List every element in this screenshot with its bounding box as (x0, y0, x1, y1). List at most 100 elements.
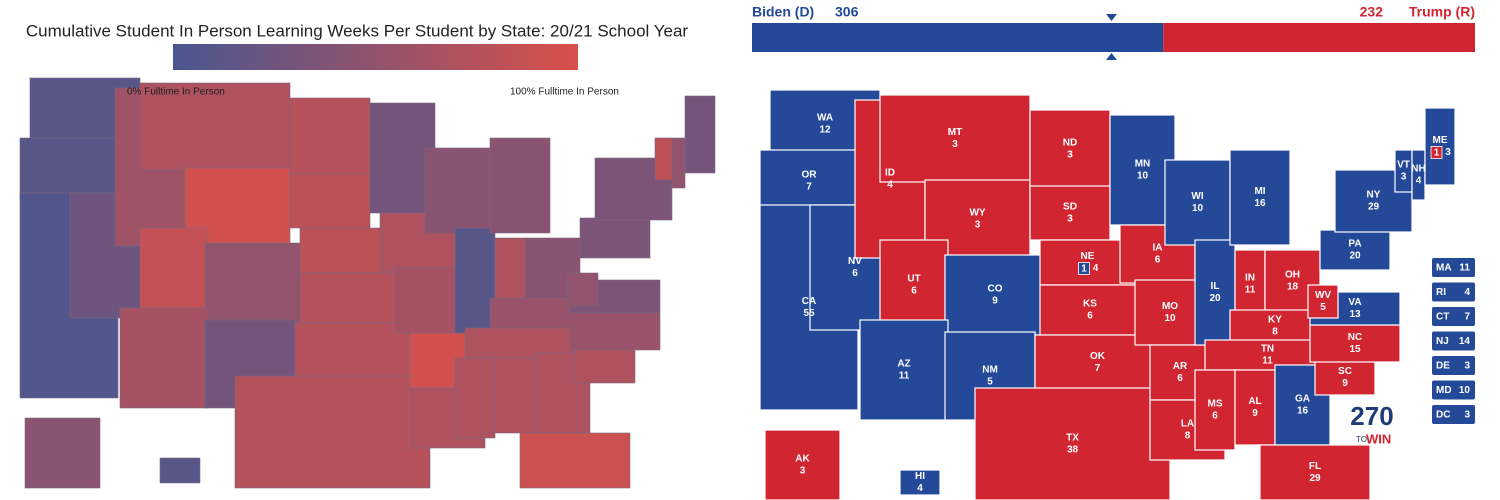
state (899, 469, 941, 496)
state (119, 307, 209, 409)
state-abbr: NH (1411, 164, 1425, 175)
trump-bar (1163, 23, 1475, 52)
state-votes: 3 (1067, 214, 1073, 225)
state-votes: 5 (987, 377, 993, 388)
state (24, 417, 101, 489)
small-state (1432, 307, 1475, 326)
legend-min-label: 0% Fulltime In Person (127, 87, 225, 98)
state-votes: 10 (1164, 313, 1176, 324)
state-abbr: NE (1081, 251, 1095, 262)
biden-bar (752, 23, 1164, 52)
small-state-abbr: DC (1436, 410, 1450, 421)
state (579, 217, 651, 259)
state (394, 267, 466, 334)
state-abbr: NV (848, 256, 862, 267)
state-abbr: NC (1348, 332, 1362, 343)
state-abbr: IN (1245, 273, 1255, 284)
state (1029, 185, 1111, 241)
state-votes: 3 (1445, 147, 1451, 158)
state-votes: 55 (803, 308, 815, 319)
trump-votes: 232 (1360, 4, 1384, 20)
state (1194, 369, 1236, 451)
state-votes: 38 (1067, 445, 1079, 456)
state-votes: 6 (1212, 411, 1218, 422)
state-abbr: IL (1211, 281, 1220, 292)
state (1259, 444, 1371, 500)
state-abbr: ME (1433, 135, 1448, 146)
state-votes: 29 (1368, 202, 1380, 213)
state-votes: 20 (1209, 293, 1221, 304)
state-abbr: OR (802, 170, 818, 181)
state (567, 272, 599, 307)
state (369, 102, 436, 214)
small-state-abbr: CT (1436, 312, 1449, 323)
state (494, 357, 536, 434)
state (1109, 114, 1176, 226)
state-votes: 6 (911, 286, 917, 297)
small-state-votes: 7 (1464, 312, 1470, 323)
state (19, 137, 119, 201)
state-abbr: SC (1338, 366, 1352, 377)
state-votes: 3 (975, 220, 981, 231)
state-abbr: MS (1208, 399, 1223, 410)
state-votes: 3 (952, 139, 958, 150)
state (489, 297, 581, 331)
state-votes: 4 (887, 180, 893, 191)
state-abbr: AZ (897, 359, 910, 370)
state (1194, 239, 1236, 346)
split-box (1430, 146, 1443, 159)
small-state (1432, 380, 1475, 400)
state-abbr: PA (1348, 239, 1361, 250)
state-votes: 12 (819, 125, 831, 136)
state (1134, 279, 1206, 346)
state (489, 137, 551, 234)
small-state-votes: 14 (1459, 336, 1471, 347)
state (424, 147, 491, 234)
state-votes: 9 (992, 296, 998, 307)
legend-gradient (173, 44, 578, 70)
state (1234, 369, 1276, 446)
state-votes: 4 (1093, 263, 1099, 274)
state-abbr: MO (1162, 301, 1178, 312)
state-abbr: ND (1063, 138, 1077, 149)
state-votes: 4 (917, 483, 923, 494)
state-abbr: CO (988, 284, 1003, 295)
small-state (1432, 282, 1475, 302)
state (759, 149, 859, 213)
state-votes: 10 (1192, 203, 1204, 214)
state-votes: 3 (1067, 150, 1073, 161)
small-state (1432, 356, 1475, 375)
small-state (1432, 258, 1475, 277)
state-votes: 6 (1087, 311, 1093, 322)
split-votes: 1 (1081, 264, 1087, 275)
small-state-abbr: MA (1436, 263, 1452, 274)
state-abbr: WA (817, 113, 833, 124)
state (1314, 359, 1376, 396)
state (454, 227, 496, 334)
state (289, 173, 371, 229)
state-votes: 16 (1297, 406, 1309, 417)
state-votes: 9 (1342, 378, 1348, 389)
state (519, 432, 631, 489)
state-votes: 6 (1155, 255, 1161, 266)
state-abbr: FL (1309, 461, 1321, 472)
state (654, 137, 673, 181)
state-votes: 13 (1349, 309, 1361, 320)
majority-marker (1106, 14, 1117, 21)
state-abbr: VT (1397, 160, 1410, 171)
split-box (1078, 262, 1090, 275)
state-abbr: VA (1348, 297, 1361, 308)
state (139, 82, 291, 171)
state (1164, 159, 1231, 246)
biden-name: Biden (D) (752, 4, 814, 20)
state-votes: 9 (1252, 408, 1258, 419)
state (299, 227, 396, 274)
small-state-votes: 4 (1464, 287, 1470, 298)
state-abbr: OK (1090, 351, 1106, 362)
state-abbr: AK (795, 454, 810, 465)
state (454, 357, 496, 439)
logo-to: TO (1356, 435, 1367, 444)
state (594, 157, 673, 221)
state (1307, 284, 1339, 319)
